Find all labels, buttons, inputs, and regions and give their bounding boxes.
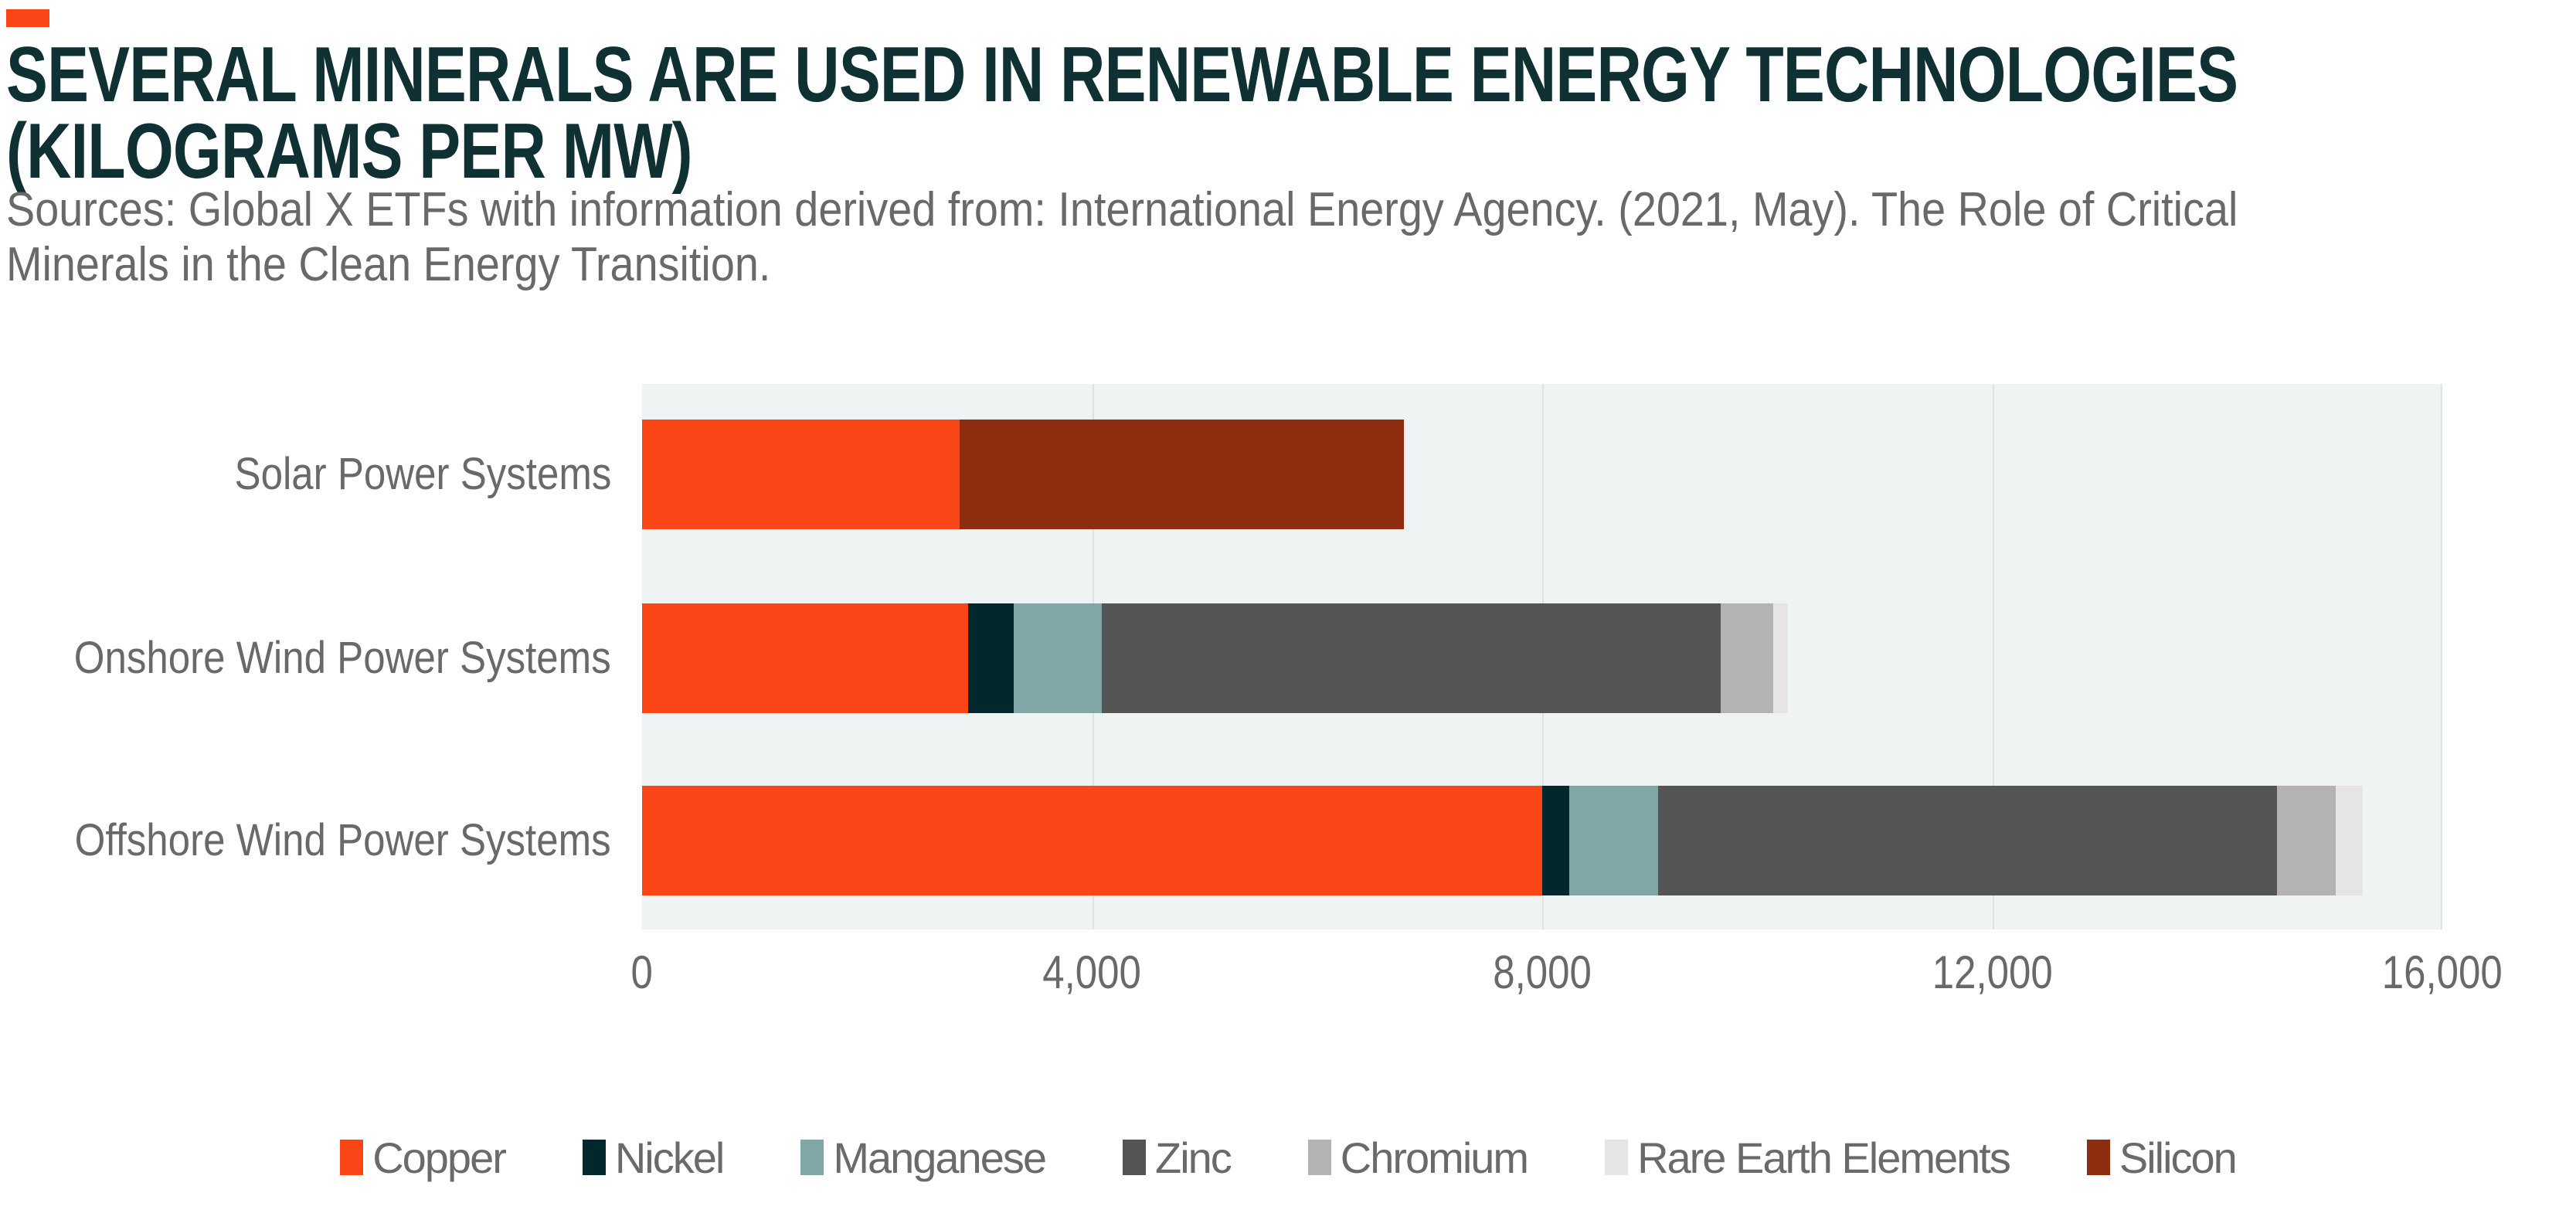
x-tick-label: 4,000: [938, 946, 1247, 1000]
legend-item-zinc: Zinc: [1123, 1133, 1232, 1183]
legend-item-manganese: Manganese: [800, 1133, 1047, 1183]
x-tick-label-text: 4,000: [1042, 946, 1142, 998]
chart-title-line2: (KILOGRAMS PER MW): [6, 108, 693, 195]
category-label-text: Offshore Wind Power Systems: [74, 815, 611, 865]
bar-segment-nickel: [1542, 786, 1569, 895]
chart-legend: Copper Nickel Manganese Zinc Chromium Rare Ea…: [0, 1122, 2576, 1193]
legend-item-silicon: Silicon: [2086, 1133, 2238, 1183]
bar-segment-copper: [642, 603, 969, 713]
x-tick-label: 8,000: [1388, 946, 1697, 1000]
x-tick-label-text: 8,000: [1493, 946, 1592, 998]
x-tick-label-text: 0: [630, 946, 654, 998]
legend-swatch: [582, 1140, 606, 1175]
x-tick-label: 0: [488, 946, 797, 1000]
legend-label: Manganese: [833, 1133, 1047, 1182]
category-label: Offshore Wind Power Systems: [0, 814, 611, 868]
x-tick-label-text: 12,000: [1932, 946, 2053, 998]
bar-row: [642, 420, 2442, 529]
source-note-line2: Minerals in the Clean Energy Transition.: [6, 238, 771, 291]
gridline: [1992, 384, 1994, 929]
category-label-text: Solar Power Systems: [234, 449, 611, 499]
gridline: [2441, 384, 2442, 929]
x-tick-label-text: 16,000: [2381, 946, 2503, 998]
legend-item-chromium: Chromium: [1307, 1133, 1529, 1183]
bar-segment-copper: [642, 786, 1542, 895]
legend-label: Silicon: [2119, 1133, 2238, 1182]
legend-label: Rare Earth Elements: [1637, 1133, 2011, 1182]
bar-row: [642, 603, 2442, 713]
bar-segment-manganese: [1014, 603, 1102, 713]
bar-segment-manganese: [1568, 786, 1658, 895]
x-tick-label: 16,000: [2288, 946, 2576, 1000]
legend-label: Chromium: [1340, 1133, 1529, 1182]
bar-row: [642, 786, 2442, 895]
legend-label: Zinc: [1155, 1133, 1232, 1182]
x-tick-label: 12,000: [1838, 946, 2147, 1000]
legend-item-copper: Copper: [340, 1133, 507, 1183]
legend-label: Copper: [372, 1133, 507, 1182]
legend-swatch: [340, 1140, 364, 1175]
bar-segment-chromium: [2276, 786, 2336, 895]
legend-swatch: [1307, 1140, 1331, 1175]
source-note: Sources: Global X ETFs with information …: [6, 182, 2238, 292]
legend-swatch: [2086, 1140, 2110, 1175]
legend-item-nickel: Nickel: [582, 1133, 725, 1183]
category-label-text: Onshore Wind Power Systems: [74, 633, 611, 683]
bar-segment-zinc: [1657, 786, 2277, 895]
bar-segment-nickel: [968, 603, 1014, 713]
bar-segment-silicon: [959, 420, 1404, 529]
source-note-line1: Sources: Global X ETFs with information …: [6, 183, 2238, 236]
bar-segment-rare-earth-elements: [2336, 786, 2364, 895]
bar-segment-copper: [642, 420, 960, 529]
chart-title-line1: SEVERAL MINERALS ARE USED IN RENEWABLE E…: [6, 32, 2238, 118]
brand-accent-rectangle: [6, 9, 49, 27]
bar-segment-rare-earth-elements: [1773, 603, 1789, 713]
legend-swatch: [1123, 1140, 1146, 1175]
bar-segment-chromium: [1720, 603, 1774, 713]
legend-swatch: [800, 1140, 824, 1175]
legend-swatch: [1605, 1140, 1629, 1175]
bar-segment-zinc: [1101, 603, 1721, 713]
legend-label: Nickel: [614, 1133, 725, 1182]
category-label: Onshore Wind Power Systems: [0, 631, 611, 685]
legend-item-rare-earth-elements: Rare Earth Elements: [1605, 1133, 2011, 1183]
chart-title: SEVERAL MINERALS ARE USED IN RENEWABLE E…: [6, 32, 2238, 195]
plot-area: [642, 384, 2442, 929]
category-label: Solar Power Systems: [0, 447, 611, 501]
